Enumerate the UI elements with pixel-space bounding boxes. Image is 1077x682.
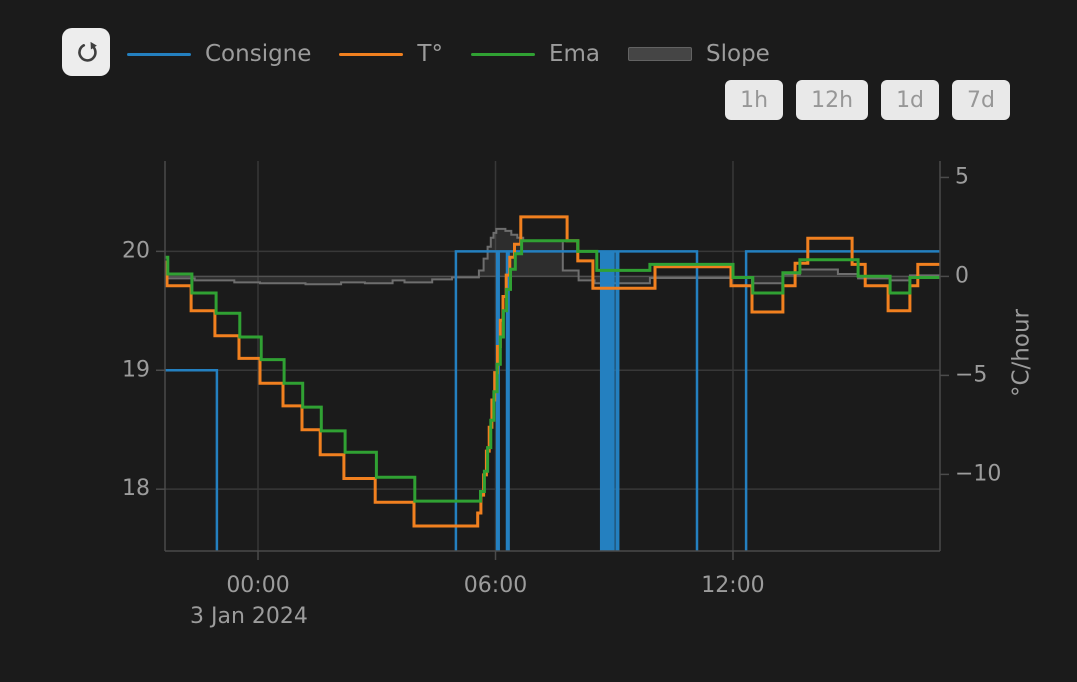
legend-label: Consigne — [205, 41, 312, 67]
range-button-group: 1h 12h 1d 7d — [725, 80, 1010, 120]
legend-item-ema[interactable]: Ema — [470, 41, 601, 67]
x-tick-label: 06:00 — [464, 573, 527, 598]
refresh-icon — [73, 39, 100, 66]
y-right-axis-title: °C/hour — [1009, 308, 1035, 397]
range-button-7d[interactable]: 7d — [952, 80, 1010, 120]
x-axis-date-label: 3 Jan 2024 — [190, 604, 308, 629]
y-right-tick-label: −10 — [955, 461, 1001, 486]
legend-item-t[interactable]: T° — [339, 41, 443, 67]
series-t — [165, 215, 940, 528]
legend-swatch — [339, 52, 404, 56]
series-consigne — [165, 250, 940, 551]
legend-swatch — [127, 52, 191, 56]
x-tick-label: 00:00 — [226, 573, 289, 598]
legend-label: Slope — [706, 41, 770, 67]
y-right-tick-label: 5 — [955, 164, 969, 189]
legend-swatch — [470, 52, 535, 56]
series-slope — [165, 227, 940, 286]
legend-swatch — [628, 47, 693, 61]
range-button-12h[interactable]: 12h — [796, 80, 869, 120]
legend-item-consigne[interactable]: Consigne — [127, 41, 311, 67]
range-button-1d[interactable]: 1d — [881, 80, 940, 120]
grid-lines — [165, 161, 940, 551]
y-right-tick-label: 0 — [955, 263, 969, 288]
y-left-tick-label: 19 — [122, 357, 150, 382]
legend-item-slope[interactable]: Slope — [628, 41, 770, 67]
y-right-tick-label: −5 — [955, 362, 987, 387]
series-ema — [165, 239, 940, 503]
legend-label: Ema — [548, 41, 601, 67]
legend-label: T° — [417, 41, 443, 67]
axes: 18 19 20 5 0 −5 −10 °C/hour 00:00 06:00 12:00 3 Jan… — [122, 161, 1035, 629]
y-left-tick-label: 18 — [122, 476, 150, 501]
y-left-tick-label: 20 — [122, 238, 150, 263]
range-button-1h[interactable]: 1h — [725, 80, 784, 120]
chart-legend: Consigne T° Ema Slope — [127, 40, 770, 68]
x-tick-label: 12:00 — [701, 573, 764, 598]
refresh-button[interactable] — [62, 28, 110, 76]
